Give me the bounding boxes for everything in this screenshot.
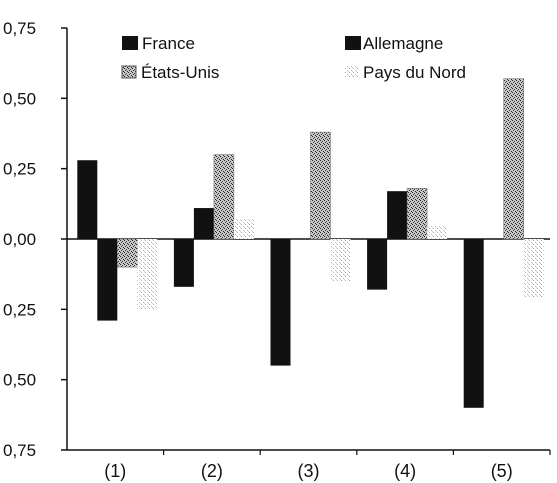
bar-france-4 <box>367 239 388 290</box>
bar-pays-du-nord-1 <box>137 239 158 310</box>
bar--tats-unis-4 <box>406 188 428 240</box>
legend: France Allemagne États-Unis Pays du Nord <box>121 34 466 82</box>
x-tick-label: (5) <box>491 461 513 481</box>
y-tick-label: 0,50 <box>3 89 36 108</box>
bars <box>77 78 544 408</box>
legend-item-france: France <box>122 34 195 53</box>
bar-pays-du-nord-4 <box>427 224 448 239</box>
bar--tats-unis-5 <box>503 78 524 240</box>
x-tick-label: (1) <box>104 461 126 481</box>
bar--tats-unis-3 <box>310 131 331 240</box>
legend-swatch-allemagne <box>345 36 361 50</box>
legend-swatch-etats-unis <box>121 65 137 79</box>
y-tick-label: 0,25 <box>3 300 36 319</box>
y-tick-label: 0,00 <box>3 230 36 249</box>
bar-france-2 <box>173 239 194 287</box>
legend-label-pays-du-nord: Pays du Nord <box>363 63 466 82</box>
legend-swatch-pays-du-nord <box>345 66 359 78</box>
bar-allemagne-1 <box>97 239 118 321</box>
y-tick-label: 0,25 <box>3 160 36 179</box>
x-axis-labels: (1) (2) (3) (4) (5) <box>104 450 551 481</box>
bar-france-3 <box>270 239 291 366</box>
bar-france-5 <box>463 239 484 408</box>
legend-label-france: France <box>142 34 195 53</box>
legend-item-etats-unis: États-Unis <box>121 63 219 82</box>
legend-swatch-france <box>122 36 138 50</box>
bar-france-1 <box>77 160 98 239</box>
y-axis-ticks: 0,75 0,50 0,25 0,00 0,25 0,50 0,75 <box>3 19 67 460</box>
bar--tats-unis-2 <box>213 154 235 240</box>
x-tick-label: (4) <box>394 461 416 481</box>
x-tick-label: (3) <box>298 461 320 481</box>
legend-item-allemagne: Allemagne <box>345 34 443 53</box>
bar-pays-du-nord-2 <box>233 219 254 239</box>
y-tick-label: 0,75 <box>3 441 36 460</box>
bar--tats-unis-1 <box>117 238 138 268</box>
bar-pays-du-nord-5 <box>523 239 544 299</box>
bar-allemagne-4 <box>387 191 408 239</box>
legend-label-etats-unis: États-Unis <box>141 63 219 82</box>
y-tick-label: 0,75 <box>3 19 36 38</box>
legend-label-allemagne: Allemagne <box>363 34 443 53</box>
bar-pays-du-nord-3 <box>330 239 351 282</box>
x-tick-label: (2) <box>201 461 223 481</box>
legend-item-pays-du-nord: Pays du Nord <box>345 63 466 82</box>
bar-allemagne-2 <box>193 208 214 239</box>
y-tick-label: 0,50 <box>3 371 36 390</box>
